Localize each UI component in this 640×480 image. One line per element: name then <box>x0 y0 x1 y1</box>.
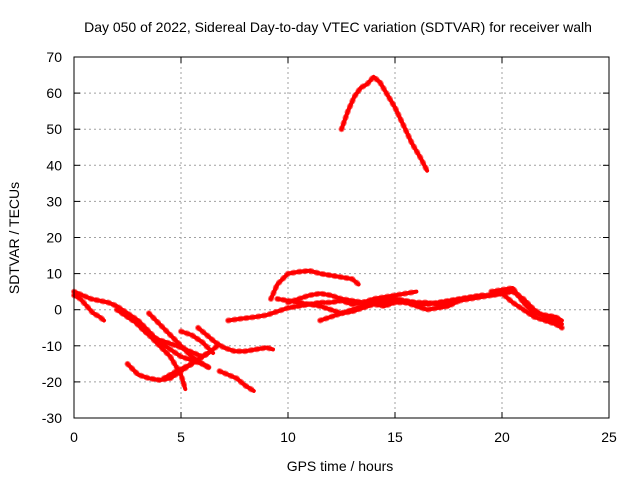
x-tick-label: 25 <box>601 429 617 445</box>
y-tick-label: 60 <box>46 85 62 101</box>
series-points-track-5 <box>145 310 212 371</box>
series-points-track-7 <box>160 342 221 382</box>
ticks: 0 5 10 15 20 25 -30 -20 -10 0 10 20 30 40 50 60 70 <box>42 49 617 445</box>
x-tick-label: 10 <box>280 429 296 445</box>
series-points-track-9 <box>195 324 276 355</box>
x-axis-label: GPS time / hours <box>287 458 394 474</box>
series-points-track-12 <box>267 267 362 302</box>
y-tick-label: -10 <box>42 338 62 354</box>
series-points-track-2 <box>71 292 107 324</box>
y-tick-label: 0 <box>54 302 62 318</box>
series-points-track-16 <box>488 285 565 324</box>
y-tick-label: 40 <box>46 157 62 173</box>
series-points-track-15 <box>317 288 565 328</box>
series-points-track-10 <box>216 368 257 394</box>
x-tick-label: 0 <box>70 429 78 445</box>
y-tick-label: -20 <box>42 374 62 390</box>
series-points-track-17 <box>338 73 431 174</box>
chart-title: Day 050 of 2022, Sidereal Day-to-day VTE… <box>84 19 592 35</box>
y-tick-label: 10 <box>46 266 62 282</box>
y-tick-label: 70 <box>46 49 62 65</box>
y-tick-label: -30 <box>42 410 62 426</box>
y-tick-label: 50 <box>46 121 62 137</box>
series-points-track-14 <box>285 288 420 306</box>
x-tick-label: 5 <box>177 429 185 445</box>
series-points-track-8 <box>178 328 217 356</box>
gridlines <box>74 57 609 418</box>
x-tick-label: 20 <box>494 429 510 445</box>
series-points-track-4 <box>120 310 206 360</box>
series-group <box>71 73 565 394</box>
y-tick-label: 30 <box>46 193 62 209</box>
x-tick-label: 15 <box>387 429 403 445</box>
y-tick-label: 20 <box>46 230 62 246</box>
y-axis-label: SDTVAR / TECUs <box>6 182 22 294</box>
